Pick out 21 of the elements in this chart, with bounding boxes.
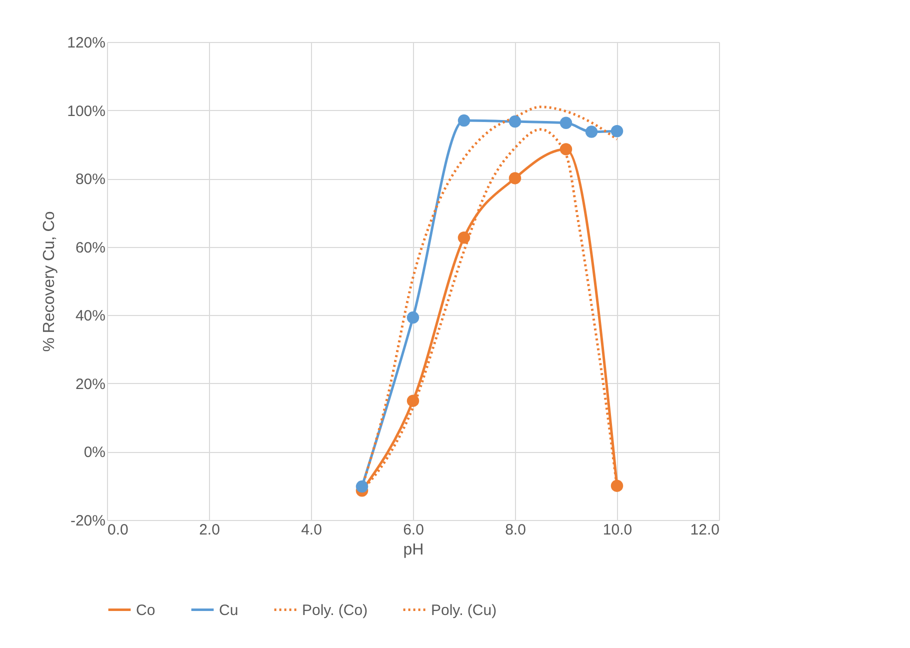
x-tick-label: 8.0 [505,522,526,538]
x-tick-label: 4.0 [301,522,322,538]
x-axis-title: pH [403,542,424,558]
x-tick-label: 6.0 [403,522,424,538]
y-tick-label: -20% [70,512,106,530]
y-tick-label: 80% [75,171,106,188]
x-tick-label: 0.0 [108,522,128,538]
y-tick-label: 40% [75,308,106,325]
y-tick-label: 100% [67,102,106,120]
y-tick-label: 60% [75,239,106,256]
x-tick-label: 2.0 [199,522,220,538]
y-tick-label: 120% [67,34,106,52]
y-tick-label: 20% [75,376,106,393]
legend-label: Co [136,602,156,619]
legend-label: Poly. (Cu) [431,602,497,619]
legend-label: Poly. (Co) [302,602,368,619]
x-tick-label: 12.0 [690,522,720,538]
y-tick-label: 0% [84,444,106,462]
y-axis-title: % Recovery Cu, Co [41,211,58,352]
x-tick-label: 10.0 [602,522,632,538]
legend-label: Cu [219,602,238,619]
